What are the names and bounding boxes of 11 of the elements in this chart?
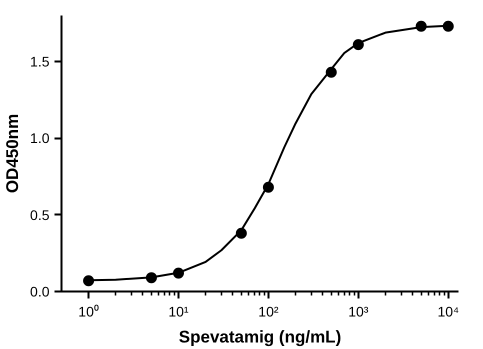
x-tick-label: 10⁰ bbox=[78, 304, 99, 320]
y-tick-label: 0.5 bbox=[30, 206, 50, 223]
x-tick-label: 10³ bbox=[348, 304, 369, 320]
y-tick-label: 1.5 bbox=[30, 54, 50, 70]
y-tick-label: 1.0 bbox=[30, 130, 50, 146]
x-tick-label: 10² bbox=[258, 304, 279, 320]
y-tick-label: 0.0 bbox=[30, 284, 50, 300]
x-tick-label: 10⁴ bbox=[437, 304, 460, 320]
x-tick-label: 10¹ bbox=[168, 304, 189, 320]
x-axis-title: Spevatamig (ng/mL) bbox=[178, 328, 342, 346]
y-axis-title: OD450nm bbox=[3, 114, 22, 194]
